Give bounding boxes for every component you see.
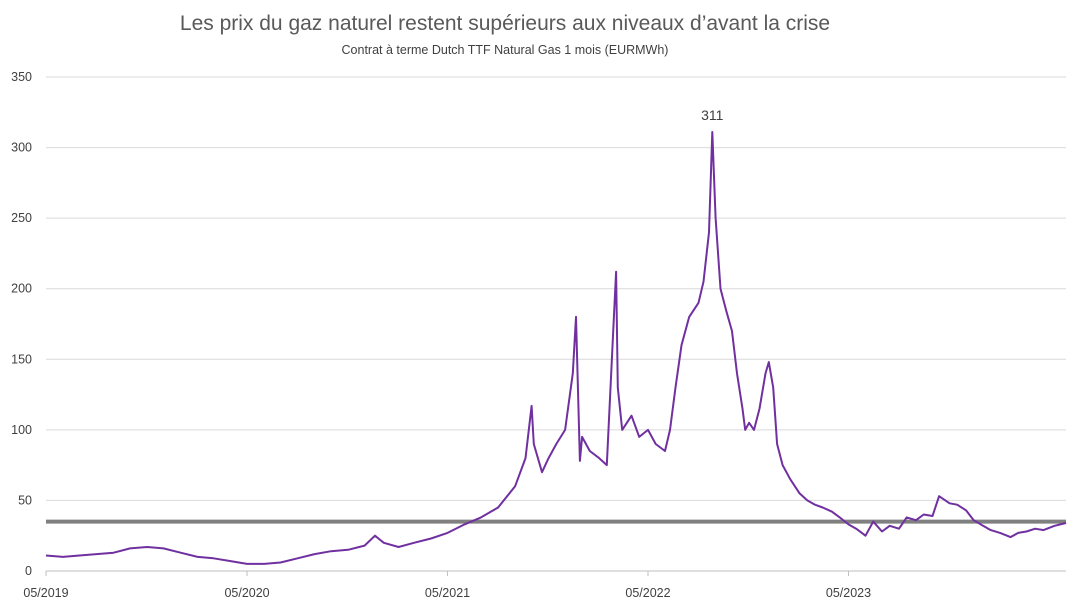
y-tick-label: 250	[11, 211, 32, 225]
peak-annotation: 311	[701, 107, 724, 123]
y-tick-label: 150	[11, 352, 32, 366]
y-tick-label: 200	[11, 282, 32, 296]
price-series-line	[45, 131, 1067, 565]
y-axis-ticks: 0 50 100 150 200 250 300 350	[11, 70, 32, 578]
y-tick-label: 300	[11, 141, 32, 155]
x-tick-label: 05/2022	[625, 586, 670, 600]
chart-subtitle: Contrat à terme Dutch TTF Natural Gas 1 …	[341, 43, 669, 57]
y-tick-label: 100	[11, 423, 32, 437]
chart-title: Les prix du gaz naturel restent supérieu…	[179, 12, 831, 35]
y-tick-label: 50	[18, 493, 32, 507]
y-tick-label: 0	[25, 564, 32, 578]
x-tick-label: 05/2019	[23, 586, 68, 600]
x-tick-label: 05/2020	[224, 586, 269, 600]
x-axis-ticks: 05/2019 05/2020 05/2021 05/2022 05/2023	[23, 571, 871, 600]
y-tick-label: 350	[11, 70, 32, 84]
x-tick-label: 05/2023	[826, 586, 871, 600]
gridlines	[46, 76, 1066, 501]
x-tick-label: 05/2021	[425, 586, 470, 600]
